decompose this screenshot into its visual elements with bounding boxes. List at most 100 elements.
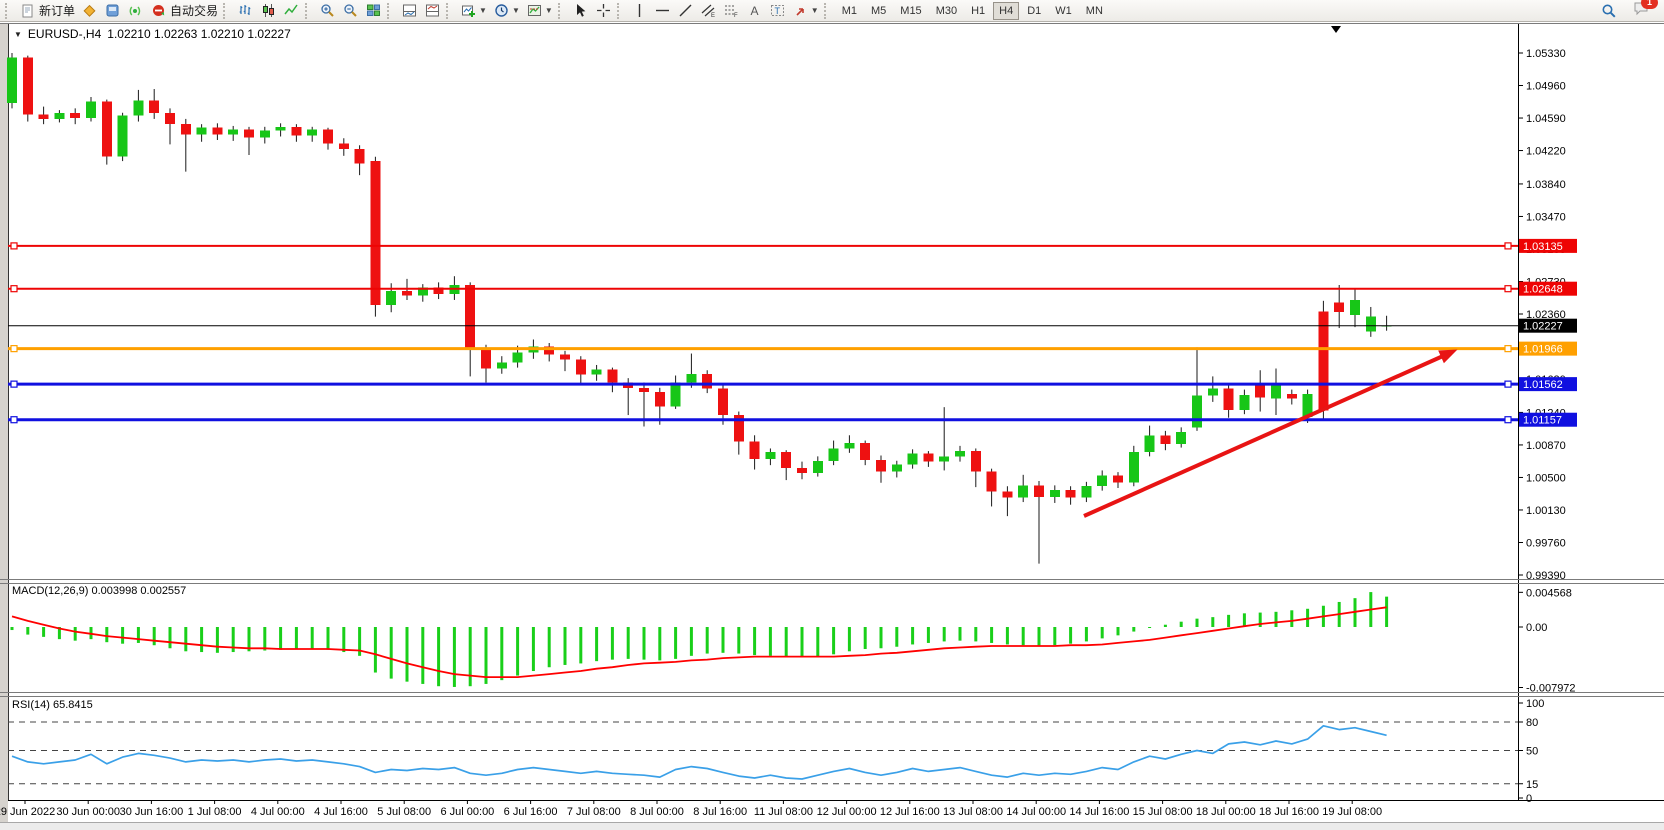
notifications-button[interactable]: 1	[1633, 0, 1658, 21]
macd-histogram-bar	[974, 627, 978, 642]
time-axis-label: 8 Jul 16:00	[693, 806, 747, 818]
chart-shift[interactable]	[1331, 26, 1341, 33]
new-order-button[interactable]: 新订单	[16, 1, 78, 21]
line-chart-button[interactable]	[280, 1, 303, 21]
trend-arrow[interactable]	[1083, 349, 1458, 518]
template-icon	[526, 2, 543, 19]
timeframe-button-h1[interactable]: H1	[971, 4, 986, 17]
toolbar-grip[interactable]	[446, 2, 453, 19]
line-handle[interactable]	[10, 285, 18, 293]
macd-histogram-bar	[1290, 610, 1294, 627]
line-handle[interactable]	[1504, 242, 1512, 250]
period-button[interactable]: ▼	[490, 1, 523, 21]
trend-arrow-line[interactable]	[1083, 350, 1453, 518]
metaeditor-button[interactable]	[101, 1, 124, 21]
toolbar-grip[interactable]	[387, 2, 394, 19]
toolbar-grip[interactable]	[616, 2, 624, 19]
arrows-tool-button[interactable]: ▼	[789, 1, 822, 21]
toolbar-grip[interactable]	[223, 2, 230, 19]
bear-candle	[323, 129, 333, 144]
cursor-tool-button[interactable]	[569, 1, 592, 21]
timeframe-button-m15[interactable]: M15	[900, 4, 922, 17]
toolbar-grip[interactable]	[557, 2, 565, 19]
time-axis: 29 Jun 2022 30 Jun 00:00 30 Jun 16:00 1 Jul…	[0, 800, 1664, 818]
vertical-line-tool-button[interactable]	[628, 1, 651, 21]
horizontal-lines-layer[interactable]	[8, 242, 1518, 424]
time-axis-label: 30 Jun 16:00	[120, 806, 184, 818]
chevron-down-icon[interactable]: ▼	[511, 6, 520, 15]
bar-chart-button[interactable]	[234, 1, 257, 21]
signals-button[interactable]	[124, 1, 147, 21]
macd-histogram-bar	[800, 627, 804, 658]
line-handle[interactable]	[10, 416, 18, 424]
price-tag: 1.02648	[1523, 284, 1563, 296]
macd-histogram-bar	[468, 627, 472, 687]
time-axis-label: 7 Jul 08:00	[567, 806, 621, 818]
bear-candle	[986, 471, 997, 492]
text-label-tool-button[interactable]: T	[766, 1, 789, 21]
text-tool-button[interactable]: A	[743, 1, 766, 21]
price-axis-label: 0.99390	[1526, 570, 1566, 582]
trendline-tool-button[interactable]	[674, 1, 697, 21]
macd-histogram-bar	[121, 627, 125, 644]
tile-windows-button[interactable]	[362, 1, 385, 21]
auto-trading-button[interactable]: 自动交易	[147, 1, 221, 21]
macd-histogram-bar	[847, 627, 851, 652]
bear-candle	[970, 451, 981, 472]
chevron-down-icon[interactable]: ▼	[544, 6, 553, 15]
line-handle[interactable]	[1504, 345, 1512, 353]
equidistant-channel-tool-button[interactable]: E	[697, 1, 720, 21]
profile-button[interactable]	[78, 1, 101, 21]
bull-candle	[1365, 316, 1376, 332]
bear-candle	[354, 148, 365, 164]
bear-candle	[1034, 485, 1044, 497]
line-handle[interactable]	[1504, 285, 1512, 293]
bull-candle	[686, 373, 697, 383]
bull-candle	[1271, 384, 1281, 399]
zoom-out-button[interactable]	[339, 1, 362, 21]
chevron-down-icon[interactable]: ▼	[810, 6, 819, 15]
indicator-subwindow-button[interactable]	[421, 1, 444, 21]
zoom-in-button[interactable]	[316, 1, 339, 21]
bull-candle	[7, 57, 17, 104]
line-handle[interactable]	[10, 345, 18, 353]
time-axis-label: 4 Jul 16:00	[314, 806, 368, 818]
timeframe-button-w1[interactable]: W1	[1055, 4, 1072, 17]
macd-histogram-bar	[642, 627, 646, 660]
time-axis-label: 29 Jun 2022	[0, 806, 55, 818]
new-indicator-window-button[interactable]	[398, 1, 421, 21]
timeframe-button-h4[interactable]: H4	[993, 1, 1020, 20]
line-handle[interactable]	[1504, 416, 1512, 424]
line-handle[interactable]	[1504, 380, 1512, 388]
timeframe-button-m1[interactable]: M1	[841, 4, 857, 17]
price-axis-label: 1.04960	[1526, 81, 1566, 93]
text-icon: A	[746, 2, 763, 19]
bear-candle	[702, 373, 713, 389]
toolbar-grip[interactable]	[5, 2, 12, 19]
macd-histogram-bar	[1258, 612, 1262, 627]
crosshair-tool-button[interactable]	[592, 1, 615, 21]
candlestick-chart-button[interactable]	[257, 1, 280, 21]
template-button[interactable]: ▼	[523, 1, 556, 21]
chevron-down-icon[interactable]: ▼	[479, 6, 487, 15]
timeframe-button-m5[interactable]: M5	[871, 4, 887, 17]
bull-candle	[54, 112, 65, 119]
toolbar-grip[interactable]	[305, 2, 312, 19]
timeframe-button-d1[interactable]: D1	[1027, 4, 1042, 17]
price-tag: 1.01966	[1523, 344, 1563, 356]
time-axis-label: 6 Jul 00:00	[440, 806, 494, 818]
horizontal-line-tool-button[interactable]	[651, 1, 674, 21]
add-indicator-button[interactable]: ▼	[457, 1, 490, 21]
search-icon[interactable]	[1600, 2, 1617, 19]
bull-candle	[117, 115, 128, 157]
macd-histogram-bar	[1385, 596, 1389, 627]
chart-dropdown-icon[interactable]: ▼	[14, 29, 22, 39]
timeframe-button-m30[interactable]: M30	[935, 4, 958, 17]
fibonacci-tool-button[interactable]: F	[720, 1, 743, 21]
line-handle[interactable]	[10, 242, 18, 250]
line-handle[interactable]	[10, 380, 18, 388]
time-axis-label: 15 Jul 08:00	[1133, 806, 1193, 818]
timeframe-button-mn[interactable]: MN	[1085, 4, 1103, 17]
toolbar-grip[interactable]	[823, 2, 831, 19]
macd-histogram-bar	[610, 627, 614, 660]
